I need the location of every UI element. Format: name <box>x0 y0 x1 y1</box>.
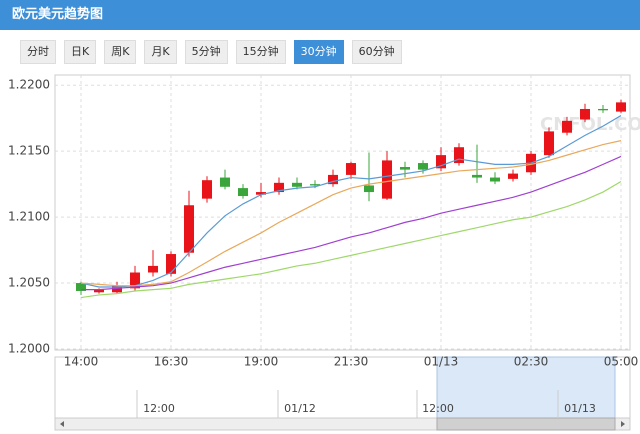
x-tick-label: 16:30 <box>154 355 189 369</box>
moving-average-line <box>80 140 622 287</box>
candle-body <box>346 163 356 175</box>
moving-average-line <box>80 115 622 288</box>
navigator-selection[interactable] <box>436 356 616 419</box>
header-title: 欧元美元趋势图 <box>0 0 640 30</box>
candle-body <box>112 285 122 293</box>
candle-body <box>544 131 554 156</box>
candle-body <box>202 180 212 199</box>
plot-frame <box>54 74 631 351</box>
candle-body <box>166 254 176 274</box>
y-tick-label: 1.2200 <box>8 78 50 92</box>
tab[interactable]: 月K <box>144 40 177 64</box>
moving-average-line <box>80 180 622 299</box>
x-tick-label: 14:00 <box>64 355 99 369</box>
candle-body <box>454 147 464 164</box>
tab[interactable]: 60分钟 <box>351 40 402 64</box>
x-tick-label: 02:30 <box>514 355 549 369</box>
candle-body <box>274 182 284 193</box>
candle-body <box>508 173 518 179</box>
x-tick-label: 21:30 <box>334 355 369 369</box>
tab-bar: 分时 日K 周K 月K 5分钟 15分钟 30分钟 60分钟 <box>20 40 402 64</box>
y-tick-label: 1.2050 <box>8 276 50 290</box>
candle-body <box>616 102 626 112</box>
candle-body <box>400 167 410 170</box>
navigator-label: 12:00 <box>422 402 454 415</box>
x-tick-label: 01/13 <box>424 355 459 369</box>
navigator-label: 01/13 <box>564 402 596 415</box>
x-tick-label: 05:00 <box>604 355 639 369</box>
candle-body <box>598 108 608 111</box>
tab[interactable]: 分时 <box>20 40 56 64</box>
candle-body <box>472 174 482 178</box>
candle-body <box>76 283 86 291</box>
candle-body <box>364 185 374 193</box>
candle-body <box>94 289 104 293</box>
candle-body <box>580 108 590 120</box>
candle-body <box>418 163 428 170</box>
candle-body <box>130 272 140 289</box>
tab[interactable]: 日K <box>64 40 97 64</box>
candle-body <box>490 177 500 182</box>
candle-body <box>310 184 320 186</box>
candle-body <box>238 188 248 197</box>
candle-body <box>148 265 158 273</box>
tab[interactable]: 5分钟 <box>184 40 228 64</box>
candle-body <box>184 205 194 253</box>
y-tick-label: 1.2100 <box>8 210 50 224</box>
candle-body <box>220 177 230 187</box>
x-tick-label: 19:00 <box>244 355 279 369</box>
tab[interactable]: 15分钟 <box>235 40 286 64</box>
tab[interactable]: 30分钟 <box>293 40 344 64</box>
candle-body <box>328 174 338 185</box>
scrollbar-thumb[interactable] <box>436 417 616 431</box>
candle-body <box>562 120 572 133</box>
tab[interactable]: 周K <box>104 40 137 64</box>
y-tick-label: 1.2000 <box>8 342 50 356</box>
y-tick-label: 1.2150 <box>8 144 50 158</box>
candle-body <box>256 192 266 195</box>
candle-body <box>436 155 446 169</box>
navigator-label: 12:00 <box>143 402 175 415</box>
candle-body <box>382 160 392 199</box>
moving-average-line <box>81 155 622 291</box>
candle-body <box>292 182 302 187</box>
navigator-label: 01/12 <box>284 402 316 415</box>
